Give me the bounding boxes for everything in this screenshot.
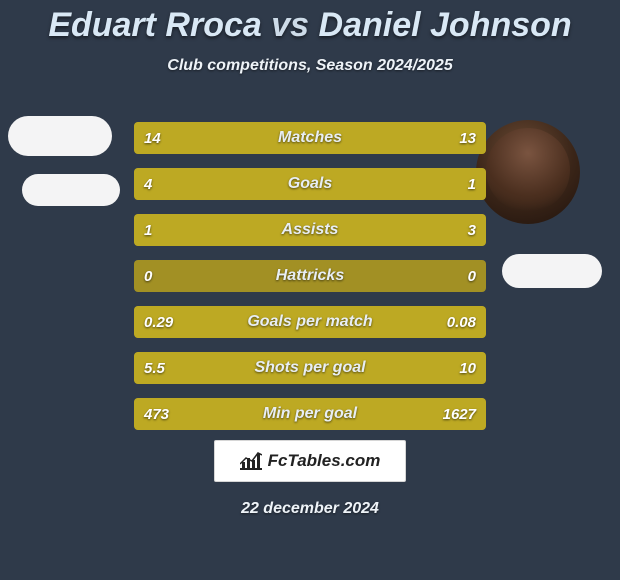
comparison-card: Eduart Rroca vs Daniel Johnson Club comp… <box>0 0 620 580</box>
stat-row: 41Goals <box>134 168 486 200</box>
stat-label: Min per goal <box>134 398 486 430</box>
stat-row: 13Assists <box>134 214 486 246</box>
title-player2: Daniel Johnson <box>319 6 572 44</box>
date-text: 22 december 2024 <box>0 500 620 518</box>
player2-avatar <box>476 120 580 224</box>
bar-chart-icon <box>240 452 262 470</box>
player1-badge-placeholder <box>22 174 120 206</box>
stat-label: Goals per match <box>134 306 486 338</box>
stat-label: Shots per goal <box>134 352 486 384</box>
stat-row: 00Hattricks <box>134 260 486 292</box>
fctables-logo[interactable]: FcTables.com <box>214 440 406 482</box>
player1-avatar-placeholder <box>8 116 112 156</box>
title-vs: vs <box>271 6 309 44</box>
subtitle: Club competitions, Season 2024/2025 <box>0 57 620 75</box>
stat-label: Goals <box>134 168 486 200</box>
stat-label: Matches <box>134 122 486 154</box>
logo-text: FcTables.com <box>268 451 381 471</box>
stat-row: 0.290.08Goals per match <box>134 306 486 338</box>
title-player1: Eduart Rroca <box>48 6 262 44</box>
stat-row: 1413Matches <box>134 122 486 154</box>
stat-label: Assists <box>134 214 486 246</box>
player2-badge-placeholder <box>502 254 602 288</box>
page-title: Eduart Rroca vs Daniel Johnson <box>0 6 620 45</box>
stat-label: Hattricks <box>134 260 486 292</box>
stat-rows: 1413Matches 41Goals 13Assists 00Hattricks 0.… <box>134 122 486 444</box>
stat-row: 4731627Min per goal <box>134 398 486 430</box>
stat-row: 5.510Shots per goal <box>134 352 486 384</box>
